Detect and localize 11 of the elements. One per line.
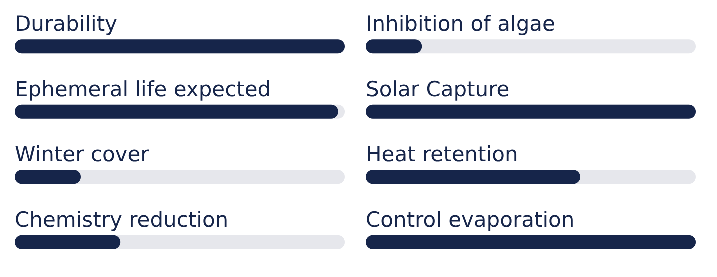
y-tick-label: Winter cover (15, 142, 150, 167)
y-tick-label: Chemistry reduction (15, 208, 229, 232)
y-tick-label: Durability (15, 12, 118, 36)
y-tick-label: Inhibition of algae (366, 12, 556, 36)
y-tick-label: Solar Capture (366, 77, 510, 102)
y-tick-label: Ephemeral life expected (15, 77, 272, 102)
bar (15, 104, 338, 119)
y-tick-label: Control evaporation (366, 208, 575, 232)
y-tick-label: Heat retention (366, 142, 518, 167)
bar (15, 235, 121, 250)
bar (15, 170, 81, 184)
